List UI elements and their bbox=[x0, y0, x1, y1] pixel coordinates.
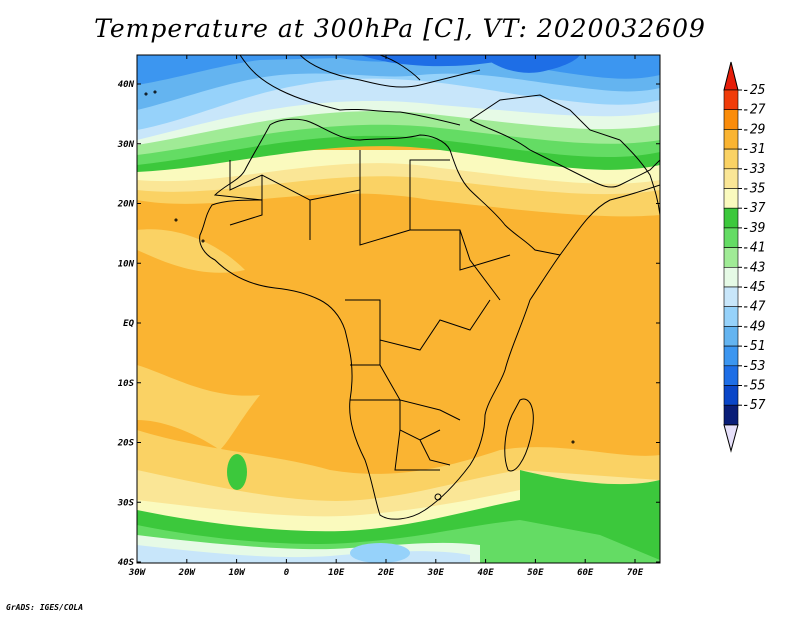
lat-label: 40N bbox=[118, 80, 135, 90]
lon-label: 0 bbox=[284, 568, 290, 578]
lon-label: 20E bbox=[377, 568, 395, 578]
colorbar: -25 -27 -29 -31 -33 -35 -37 -39 -41 -43 -45 -47 -49 -… bbox=[723, 61, 766, 453]
grads-credit: GrADS: IGES/COLA bbox=[6, 603, 84, 612]
colorbar-swatch bbox=[723, 385, 739, 406]
lat-label: 20S bbox=[117, 439, 135, 449]
colorbar-label: -25 bbox=[742, 83, 766, 98]
colorbar-swatch bbox=[723, 188, 739, 209]
lon-label: 60E bbox=[577, 568, 594, 578]
colorbar-swatch bbox=[723, 168, 739, 189]
colorbar-swatch bbox=[723, 227, 739, 248]
lat-label: 10N bbox=[118, 259, 135, 269]
colorbar-label: -31 bbox=[742, 142, 765, 157]
colorbar-label: -39 bbox=[742, 221, 765, 236]
colorbar-label: -47 bbox=[742, 300, 766, 315]
temperature-field bbox=[137, 55, 660, 563]
lat-label: 30N bbox=[117, 140, 135, 150]
lon-label: 10E bbox=[328, 568, 345, 578]
colorbar-label: -41 bbox=[742, 241, 765, 256]
lon-label: 10W bbox=[228, 568, 246, 578]
lon-label: 50E bbox=[527, 568, 544, 578]
lat-label: 10S bbox=[118, 379, 135, 389]
colorbar-label: -55 bbox=[742, 379, 766, 394]
colorbar-swatch bbox=[723, 266, 739, 288]
colorbar-under-triangle bbox=[723, 424, 739, 453]
lat-label: 30S bbox=[117, 498, 135, 508]
colorbar-swatch bbox=[723, 148, 739, 170]
colorbar-label: -57 bbox=[742, 398, 766, 413]
colorbar-label: -43 bbox=[742, 260, 765, 275]
colorbar-label: -33 bbox=[742, 162, 765, 177]
lon-label: 70E bbox=[627, 568, 644, 578]
colorbar-swatch bbox=[723, 109, 739, 130]
colorbar-label: -49 bbox=[742, 319, 765, 334]
colorbar-swatch bbox=[723, 345, 739, 367]
colorbar-swatch bbox=[723, 247, 739, 268]
colorbar-swatch bbox=[723, 404, 739, 426]
colorbar-label: -45 bbox=[742, 280, 766, 295]
colorbar-label: -29 bbox=[742, 122, 765, 137]
colorbar-label: -53 bbox=[742, 359, 765, 374]
colorbar-swatch bbox=[723, 365, 739, 386]
lat-label: 20N bbox=[117, 200, 135, 210]
colorbar-swatch bbox=[723, 89, 739, 111]
colorbar-label: -51 bbox=[742, 339, 765, 354]
map-title: Temperature at 300hPa [C], VT: 202003260… bbox=[94, 14, 706, 43]
colorbar-swatch bbox=[723, 207, 739, 229]
colorbar-swatch bbox=[723, 129, 739, 150]
colorbar-label: -37 bbox=[742, 201, 766, 216]
coastlines bbox=[144, 55, 660, 520]
colorbar-over-triangle bbox=[723, 61, 739, 91]
colorbar-label: -27 bbox=[742, 103, 766, 118]
lat-label: EQ bbox=[123, 319, 134, 329]
lon-label: 40E bbox=[477, 568, 494, 578]
lon-label: 20W bbox=[178, 568, 197, 578]
colorbar-label: -35 bbox=[742, 182, 766, 197]
colorbar-swatch bbox=[723, 326, 739, 347]
map-frame bbox=[136, 54, 661, 564]
lat-label: 40S bbox=[118, 558, 135, 568]
colorbar-swatch bbox=[723, 306, 739, 327]
lon-label: 30E bbox=[427, 568, 445, 578]
colorbar-swatch bbox=[723, 286, 739, 308]
lon-label: 30W bbox=[128, 568, 147, 578]
